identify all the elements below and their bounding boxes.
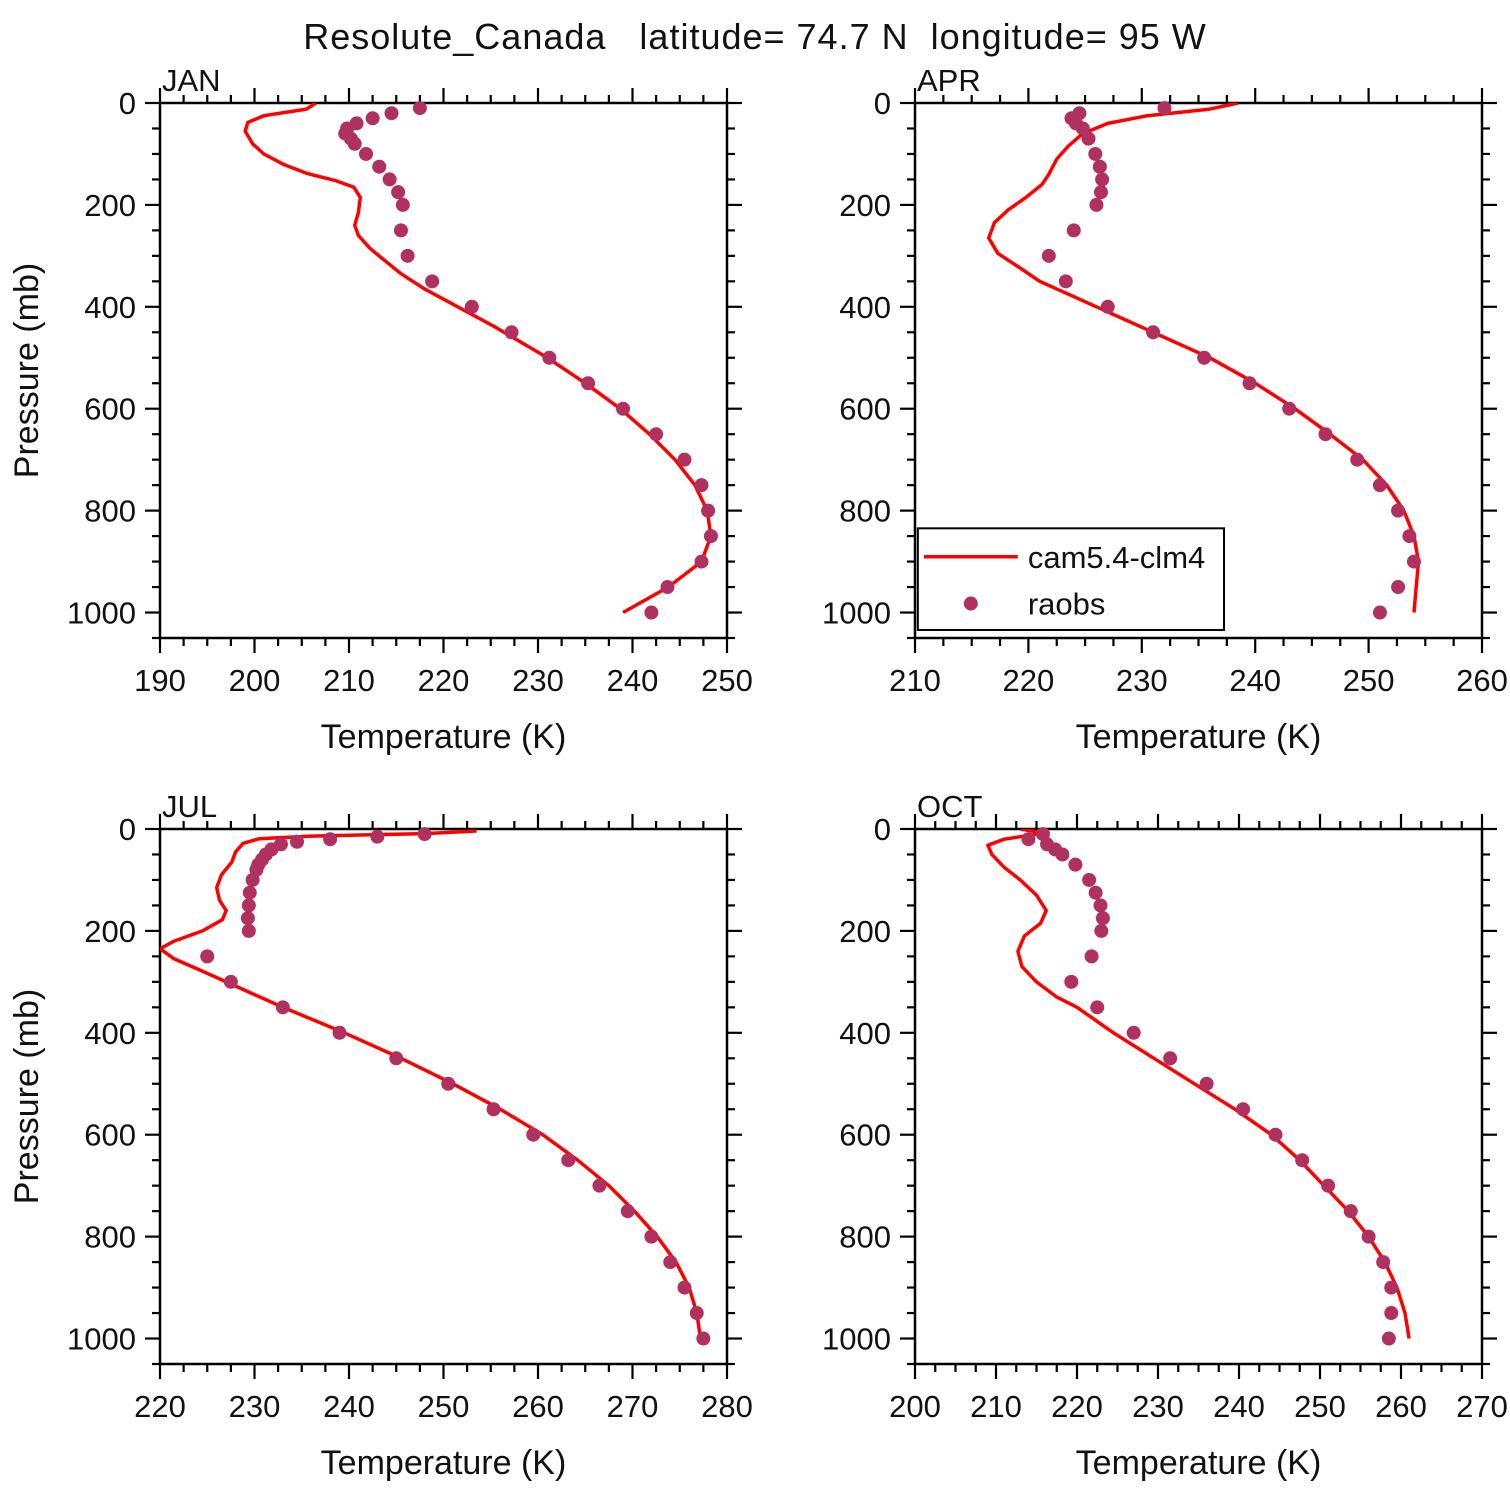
svg-text:Temperature (K): Temperature (K) (321, 1444, 567, 1482)
svg-text:250: 250 (1343, 663, 1395, 698)
svg-text:250: 250 (1294, 1389, 1346, 1424)
svg-text:270: 270 (607, 1389, 659, 1424)
svg-text:260: 260 (1375, 1389, 1427, 1424)
svg-text:240: 240 (323, 1389, 375, 1424)
svg-text:APR: APR (917, 63, 981, 98)
svg-text:400: 400 (839, 1016, 891, 1051)
svg-text:210: 210 (970, 1389, 1022, 1424)
svg-text:240: 240 (607, 663, 659, 698)
svg-text:280: 280 (701, 1389, 753, 1424)
svg-text:240: 240 (1229, 663, 1281, 698)
svg-text:Pressure (mb): Pressure (mb) (8, 263, 46, 478)
figure-title: Resolute_Canada latitude= 74.7 N longitu… (303, 16, 1207, 57)
svg-text:Temperature (K): Temperature (K) (321, 718, 567, 756)
svg-text:200: 200 (229, 663, 281, 698)
svg-text:Temperature (K): Temperature (K) (1076, 1444, 1322, 1482)
svg-text:220: 220 (418, 663, 470, 698)
svg-text:230: 230 (1116, 663, 1168, 698)
svg-text:220: 220 (134, 1389, 186, 1424)
svg-text:800: 800 (84, 494, 136, 529)
svg-text:210: 210 (889, 663, 941, 698)
svg-text:800: 800 (84, 1220, 136, 1255)
svg-text:OCT: OCT (917, 789, 983, 824)
svg-text:210: 210 (323, 663, 375, 698)
svg-text:JAN: JAN (162, 63, 221, 98)
svg-text:260: 260 (512, 1389, 564, 1424)
svg-text:0: 0 (119, 86, 136, 121)
svg-text:400: 400 (84, 1016, 136, 1051)
svg-text:220: 220 (1051, 1389, 1103, 1424)
chart-panel-jan: 190 200 210 220 230 240 250 0 200 400 600 800 1000 Te… (8, 63, 753, 756)
svg-text:Pressure (mb): Pressure (mb) (8, 989, 46, 1204)
svg-text:230: 230 (512, 663, 564, 698)
svg-text:600: 600 (839, 1118, 891, 1153)
svg-text:400: 400 (839, 290, 891, 325)
svg-text:600: 600 (839, 392, 891, 427)
svg-text:1000: 1000 (67, 1322, 136, 1357)
svg-text:190: 190 (134, 663, 186, 698)
chart-panel-apr: 210 220 230 240 250 260 0 200 400 600 800 1000 Tempe… (822, 63, 1508, 756)
svg-text:200: 200 (839, 914, 891, 949)
svg-text:230: 230 (1132, 1389, 1184, 1424)
svg-text:230: 230 (229, 1389, 281, 1424)
svg-text:260: 260 (1456, 663, 1508, 698)
svg-text:200: 200 (84, 914, 136, 949)
svg-text:250: 250 (418, 1389, 470, 1424)
svg-text:cam5.4-clm4: cam5.4-clm4 (1028, 540, 1205, 575)
svg-text:600: 600 (84, 1118, 136, 1153)
svg-text:270: 270 (1456, 1389, 1508, 1424)
svg-text:1000: 1000 (822, 1322, 891, 1357)
svg-text:600: 600 (84, 392, 136, 427)
svg-text:250: 250 (701, 663, 753, 698)
svg-text:400: 400 (84, 290, 136, 325)
svg-text:raobs: raobs (1028, 587, 1106, 622)
svg-text:0: 0 (874, 86, 891, 121)
svg-text:1000: 1000 (67, 596, 136, 631)
svg-text:800: 800 (839, 1220, 891, 1255)
svg-text:200: 200 (889, 1389, 941, 1424)
svg-text:0: 0 (874, 812, 891, 847)
chart-panel-oct: 200 210 220 230 240 250 260 270 0 200 400 600 800 100… (822, 789, 1508, 1482)
svg-text:0: 0 (119, 812, 136, 847)
panels-grid: 190 200 210 220 230 240 250 0 200 400 600 800 1000 Te… (0, 58, 1510, 1510)
svg-text:1000: 1000 (822, 596, 891, 631)
svg-text:200: 200 (84, 188, 136, 223)
svg-text:JUL: JUL (162, 789, 217, 824)
chart-panel-jul: 220 230 240 250 260 270 280 0 200 400 600 800 1000 Te… (8, 789, 753, 1482)
svg-text:200: 200 (839, 188, 891, 223)
svg-text:800: 800 (839, 494, 891, 529)
svg-text:Temperature (K): Temperature (K) (1076, 718, 1322, 756)
svg-text:220: 220 (1003, 663, 1055, 698)
svg-text:240: 240 (1213, 1389, 1265, 1424)
